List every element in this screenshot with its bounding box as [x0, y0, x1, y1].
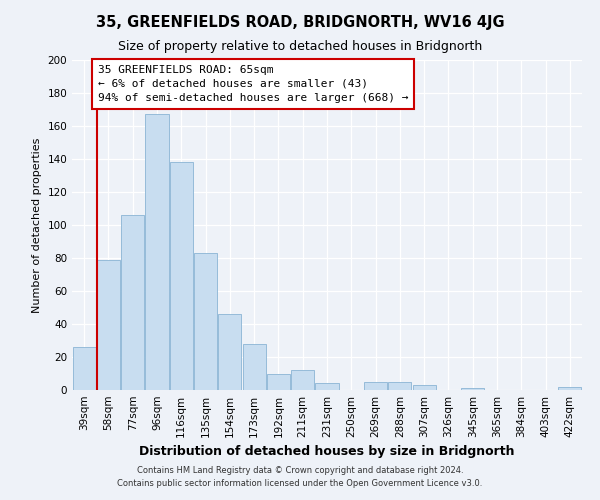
Bar — [267, 374, 290, 390]
Text: 35 GREENFIELDS ROAD: 65sqm
← 6% of detached houses are smaller (43)
94% of semi-: 35 GREENFIELDS ROAD: 65sqm ← 6% of detac… — [97, 65, 408, 103]
Text: 35, GREENFIELDS ROAD, BRIDGNORTH, WV16 4JG: 35, GREENFIELDS ROAD, BRIDGNORTH, WV16 4… — [95, 15, 505, 30]
Bar — [145, 114, 169, 390]
Bar — [316, 384, 338, 390]
Bar — [73, 347, 95, 390]
Bar — [170, 162, 193, 390]
Bar — [559, 386, 581, 390]
Bar — [97, 260, 120, 390]
Bar — [461, 388, 484, 390]
Bar — [291, 370, 314, 390]
Bar — [218, 314, 241, 390]
Bar — [242, 344, 266, 390]
Text: Size of property relative to detached houses in Bridgnorth: Size of property relative to detached ho… — [118, 40, 482, 53]
Bar — [121, 215, 144, 390]
Y-axis label: Number of detached properties: Number of detached properties — [32, 138, 42, 312]
Bar — [194, 253, 217, 390]
Text: Contains HM Land Registry data © Crown copyright and database right 2024.
Contai: Contains HM Land Registry data © Crown c… — [118, 466, 482, 487]
Bar — [364, 382, 387, 390]
Bar — [413, 385, 436, 390]
X-axis label: Distribution of detached houses by size in Bridgnorth: Distribution of detached houses by size … — [139, 446, 515, 458]
Bar — [388, 382, 412, 390]
